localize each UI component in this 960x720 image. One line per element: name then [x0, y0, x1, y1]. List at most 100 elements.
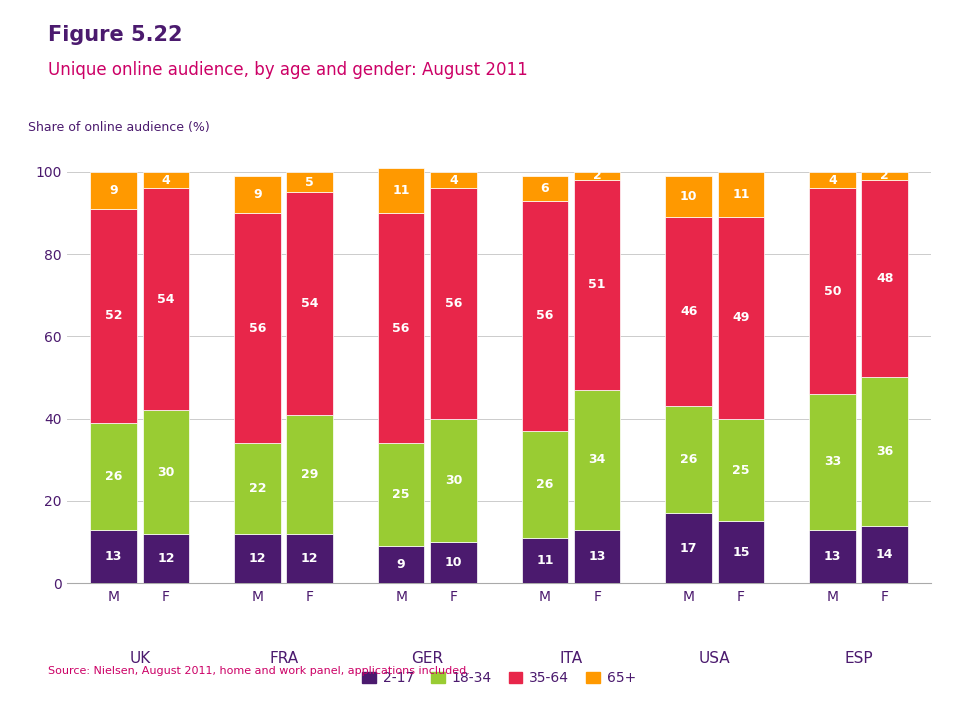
- Text: USA: USA: [699, 651, 731, 666]
- Text: 29: 29: [301, 468, 319, 481]
- Bar: [378, 546, 424, 583]
- Text: 13: 13: [588, 550, 606, 563]
- Text: 36: 36: [876, 445, 894, 458]
- Text: 49: 49: [732, 311, 750, 324]
- Bar: [574, 172, 620, 180]
- Text: ESP: ESP: [844, 651, 873, 666]
- Text: 34: 34: [588, 454, 606, 467]
- Text: Source: Nielsen, August 2011, home and work panel, applications included.: Source: Nielsen, August 2011, home and w…: [48, 666, 469, 676]
- Bar: [574, 390, 620, 530]
- Bar: [286, 192, 333, 415]
- Bar: [286, 415, 333, 534]
- Text: 50: 50: [824, 284, 841, 297]
- Bar: [430, 542, 477, 583]
- Bar: [286, 172, 333, 192]
- Text: 14: 14: [876, 548, 894, 561]
- Text: 2: 2: [880, 169, 889, 182]
- Text: 10: 10: [680, 190, 698, 203]
- Text: 12: 12: [300, 552, 319, 565]
- Bar: [521, 201, 568, 431]
- Bar: [90, 209, 137, 423]
- Text: 56: 56: [444, 297, 462, 310]
- Bar: [378, 444, 424, 546]
- Bar: [665, 513, 712, 583]
- Text: 11: 11: [537, 554, 554, 567]
- Text: Figure 5.22: Figure 5.22: [48, 25, 182, 45]
- Text: 51: 51: [588, 279, 606, 292]
- Text: GER: GER: [411, 651, 444, 666]
- Bar: [234, 534, 280, 583]
- Bar: [378, 168, 424, 213]
- Bar: [378, 213, 424, 444]
- Text: 4: 4: [161, 174, 170, 186]
- Bar: [809, 172, 855, 188]
- Bar: [718, 521, 764, 583]
- Bar: [861, 526, 908, 583]
- Bar: [143, 188, 189, 410]
- Bar: [90, 423, 137, 530]
- Bar: [521, 176, 568, 201]
- Text: 26: 26: [680, 454, 697, 467]
- Text: 5: 5: [305, 176, 314, 189]
- Legend: 2-17, 18-34, 35-64, 65+: 2-17, 18-34, 35-64, 65+: [357, 665, 641, 690]
- Text: 9: 9: [396, 558, 405, 571]
- Bar: [861, 180, 908, 377]
- Text: 2: 2: [593, 169, 602, 182]
- Text: FRA: FRA: [269, 651, 299, 666]
- Text: 30: 30: [444, 474, 462, 487]
- Bar: [234, 176, 280, 213]
- Bar: [861, 172, 908, 180]
- Text: 54: 54: [157, 293, 175, 306]
- Text: 13: 13: [824, 550, 841, 563]
- Text: 56: 56: [393, 322, 410, 335]
- Bar: [809, 188, 855, 394]
- Text: 33: 33: [824, 455, 841, 468]
- Text: 54: 54: [300, 297, 319, 310]
- Bar: [143, 172, 189, 188]
- Bar: [430, 188, 477, 418]
- Bar: [809, 530, 855, 583]
- Bar: [143, 410, 189, 534]
- Bar: [430, 172, 477, 188]
- Bar: [90, 172, 137, 209]
- Text: 30: 30: [157, 466, 175, 479]
- Bar: [718, 418, 764, 521]
- Text: Unique online audience, by age and gender: August 2011: Unique online audience, by age and gende…: [48, 61, 528, 79]
- Text: 6: 6: [540, 181, 549, 194]
- Text: 10: 10: [444, 556, 462, 569]
- Bar: [521, 431, 568, 538]
- Text: 26: 26: [105, 469, 122, 482]
- Text: 46: 46: [680, 305, 697, 318]
- Bar: [665, 406, 712, 513]
- Text: 12: 12: [249, 552, 266, 565]
- Bar: [861, 377, 908, 526]
- Text: 25: 25: [393, 488, 410, 501]
- Bar: [718, 217, 764, 418]
- Text: 9: 9: [109, 184, 118, 197]
- Bar: [286, 534, 333, 583]
- Text: 13: 13: [105, 550, 122, 563]
- Bar: [234, 444, 280, 534]
- Text: 56: 56: [249, 322, 266, 335]
- Text: 4: 4: [828, 174, 837, 186]
- Text: 25: 25: [732, 464, 750, 477]
- Bar: [809, 394, 855, 530]
- Bar: [521, 538, 568, 583]
- Text: 12: 12: [157, 552, 175, 565]
- Text: 9: 9: [253, 188, 262, 201]
- Text: 22: 22: [249, 482, 266, 495]
- Text: 4: 4: [449, 174, 458, 186]
- Bar: [574, 530, 620, 583]
- Bar: [574, 180, 620, 390]
- Text: Share of online audience (%): Share of online audience (%): [29, 121, 210, 134]
- Bar: [430, 418, 477, 542]
- Text: 52: 52: [105, 310, 123, 323]
- Text: ITA: ITA: [560, 651, 583, 666]
- Text: 26: 26: [537, 478, 554, 491]
- Bar: [718, 172, 764, 217]
- Bar: [665, 217, 712, 406]
- Bar: [143, 534, 189, 583]
- Bar: [234, 213, 280, 444]
- Text: 48: 48: [876, 272, 894, 285]
- Text: 11: 11: [732, 188, 750, 201]
